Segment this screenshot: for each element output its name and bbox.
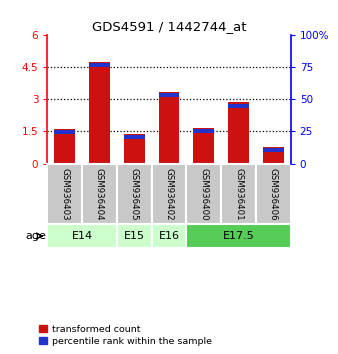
Title: GDS4591 / 1442744_at: GDS4591 / 1442744_at [92, 20, 246, 33]
Bar [117, 224, 152, 248]
Text: GSM936405: GSM936405 [130, 167, 139, 220]
Bar [193, 129, 214, 133]
Bar [82, 164, 117, 224]
Bar [186, 164, 221, 224]
Bar [54, 130, 75, 134]
Bar [221, 164, 256, 224]
Legend: transformed count, percentile rank within the sample: transformed count, percentile rank withi… [39, 325, 212, 346]
Bar [263, 148, 284, 152]
Bar [263, 147, 284, 164]
Bar [159, 92, 179, 164]
Bar [159, 93, 179, 97]
Text: GSM936403: GSM936403 [60, 167, 69, 220]
Text: E14: E14 [72, 231, 93, 241]
Text: age: age [26, 231, 47, 241]
Text: GSM936401: GSM936401 [234, 167, 243, 220]
Bar [152, 164, 186, 224]
Bar [89, 62, 110, 164]
Bar [124, 134, 145, 164]
Text: GSM936402: GSM936402 [165, 167, 173, 220]
Bar [47, 164, 82, 224]
Text: GSM936400: GSM936400 [199, 167, 208, 220]
Text: E16: E16 [159, 231, 179, 241]
Bar [256, 164, 291, 224]
Bar [124, 135, 145, 139]
Bar [228, 104, 249, 108]
Text: E15: E15 [124, 231, 145, 241]
Text: GSM936404: GSM936404 [95, 167, 104, 220]
Bar [193, 128, 214, 164]
Bar [228, 102, 249, 164]
Text: GSM936406: GSM936406 [269, 167, 278, 220]
Bar [152, 224, 186, 248]
Bar [117, 164, 152, 224]
Bar [186, 224, 291, 248]
Bar [54, 129, 75, 164]
Text: E17.5: E17.5 [223, 231, 255, 241]
Bar [89, 63, 110, 67]
Bar [47, 224, 117, 248]
